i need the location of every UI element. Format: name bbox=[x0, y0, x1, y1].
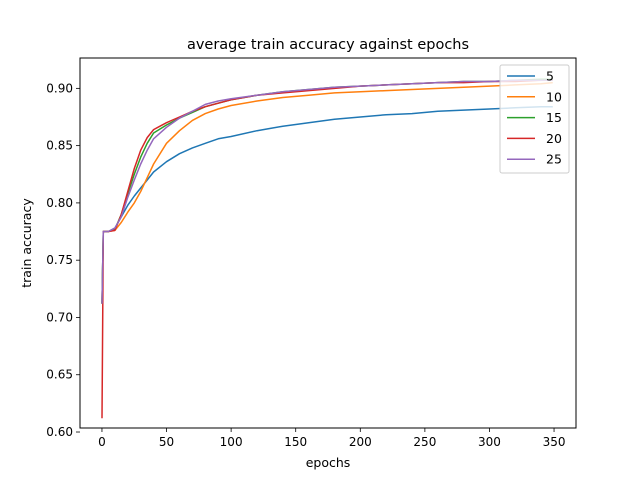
x-tick-label: 100 bbox=[220, 435, 243, 449]
y-tick-label: 0.75 bbox=[46, 253, 73, 267]
y-tick-label: 0.70 bbox=[46, 310, 73, 324]
y-tick-label: 0.85 bbox=[46, 139, 73, 153]
x-tick-label: 200 bbox=[349, 435, 372, 449]
x-axis-label: epochs bbox=[306, 455, 351, 470]
series-line-5 bbox=[101, 105, 553, 304]
series-layer bbox=[101, 78, 553, 419]
y-tick-label: 0.60 bbox=[46, 425, 73, 439]
x-axis: 0 50 100 150 200 250 300 350 bbox=[98, 428, 565, 449]
legend-label-15: 15 bbox=[546, 110, 562, 125]
chart-title: average train accuracy against epochs bbox=[187, 37, 469, 53]
series-line-10 bbox=[101, 81, 553, 304]
y-tick-label: 0.80 bbox=[46, 196, 73, 210]
y-axis-label: train accuracy bbox=[19, 198, 34, 288]
legend-label-25: 25 bbox=[546, 152, 562, 167]
legend: 5 10 15 20 25 bbox=[499, 64, 570, 174]
legend-frame bbox=[499, 64, 570, 174]
y-tick-label: 0.65 bbox=[46, 368, 73, 382]
y-tick-label: 0.90 bbox=[46, 81, 73, 95]
x-tick-label: 350 bbox=[543, 435, 566, 449]
x-tick-label: 300 bbox=[478, 435, 501, 449]
x-tick-label: 250 bbox=[413, 435, 436, 449]
y-axis: 0.60 0.65 0.70 0.75 0.80 0.85 0.90 bbox=[46, 81, 80, 439]
x-tick-label: 50 bbox=[159, 435, 174, 449]
legend-label-10: 10 bbox=[546, 89, 562, 104]
x-tick-label: 150 bbox=[284, 435, 307, 449]
x-tick-label: 0 bbox=[98, 435, 106, 449]
legend-label-5: 5 bbox=[546, 69, 554, 84]
series-line-25 bbox=[101, 79, 553, 304]
plot-frame bbox=[79, 57, 577, 429]
legend-label-20: 20 bbox=[546, 131, 562, 146]
